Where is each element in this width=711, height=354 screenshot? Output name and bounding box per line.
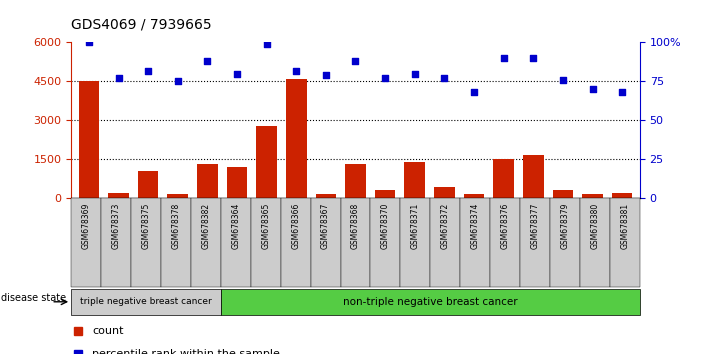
Bar [460, 198, 490, 287]
Point [320, 72, 331, 78]
Point [83, 40, 95, 45]
Point [261, 41, 272, 47]
Point [498, 55, 509, 61]
Bar [191, 198, 221, 287]
Bar [493, 159, 514, 198]
Text: GSM678373: GSM678373 [112, 202, 120, 249]
Bar [138, 171, 159, 198]
Text: GSM678374: GSM678374 [471, 202, 480, 249]
Point [528, 55, 539, 61]
Bar [375, 190, 395, 198]
Bar [311, 198, 341, 287]
Bar [490, 198, 520, 287]
Bar [434, 187, 455, 198]
Point [291, 68, 302, 73]
Point [350, 58, 361, 64]
Text: GSM678377: GSM678377 [530, 202, 540, 249]
Bar [161, 198, 191, 287]
Bar [464, 194, 484, 198]
Point [142, 68, 154, 73]
Bar [430, 198, 460, 287]
Point [587, 86, 598, 92]
Text: GSM678381: GSM678381 [621, 202, 629, 249]
Text: GSM678379: GSM678379 [560, 202, 570, 249]
Text: GSM678382: GSM678382 [201, 202, 210, 249]
Bar [610, 198, 640, 287]
Point [172, 79, 183, 84]
Text: triple negative breast cancer: triple negative breast cancer [80, 297, 212, 306]
Text: GSM678366: GSM678366 [291, 202, 300, 249]
Point [231, 71, 242, 76]
Point [616, 90, 628, 95]
Point [469, 90, 480, 95]
Bar [227, 167, 247, 198]
Bar [611, 193, 633, 198]
Text: GSM678371: GSM678371 [411, 202, 420, 249]
Text: GSM678367: GSM678367 [321, 202, 330, 249]
Bar [221, 289, 640, 315]
Bar [345, 165, 366, 198]
Point [202, 58, 213, 64]
Bar [78, 81, 100, 198]
Text: GSM678368: GSM678368 [351, 202, 360, 249]
Text: GSM678372: GSM678372 [441, 202, 450, 249]
Bar [101, 198, 131, 287]
Bar [221, 198, 251, 287]
Point [557, 77, 569, 83]
Bar [131, 198, 161, 287]
Bar [167, 194, 188, 198]
Text: GSM678369: GSM678369 [82, 202, 90, 249]
Bar [71, 289, 221, 315]
Text: GSM678370: GSM678370 [381, 202, 390, 249]
Point [409, 71, 420, 76]
Point [439, 75, 450, 81]
Bar [520, 198, 550, 287]
Bar [400, 198, 430, 287]
Bar [370, 198, 400, 287]
Point [380, 75, 391, 81]
Text: percentile rank within the sample: percentile rank within the sample [92, 349, 280, 354]
Bar [580, 198, 610, 287]
Bar [552, 190, 573, 198]
Bar [405, 162, 425, 198]
Bar [341, 198, 370, 287]
Text: non-triple negative breast cancer: non-triple negative breast cancer [343, 297, 518, 307]
Text: GSM678380: GSM678380 [591, 202, 599, 249]
Bar [582, 194, 603, 198]
Text: GDS4069 / 7939665: GDS4069 / 7939665 [71, 18, 212, 32]
Bar [251, 198, 281, 287]
Text: disease state: disease state [1, 293, 66, 303]
Text: count: count [92, 326, 124, 337]
Bar [523, 155, 544, 198]
Bar [108, 193, 129, 198]
Text: GSM678376: GSM678376 [501, 202, 510, 249]
Bar [71, 198, 101, 287]
Bar [316, 194, 336, 198]
Point [113, 75, 124, 81]
Bar [550, 198, 580, 287]
Bar [286, 79, 306, 198]
Text: GSM678364: GSM678364 [231, 202, 240, 249]
Bar [197, 165, 218, 198]
Text: GSM678375: GSM678375 [141, 202, 151, 249]
Text: GSM678365: GSM678365 [261, 202, 270, 249]
Bar [256, 126, 277, 198]
Bar [281, 198, 311, 287]
Text: GSM678378: GSM678378 [171, 202, 181, 249]
